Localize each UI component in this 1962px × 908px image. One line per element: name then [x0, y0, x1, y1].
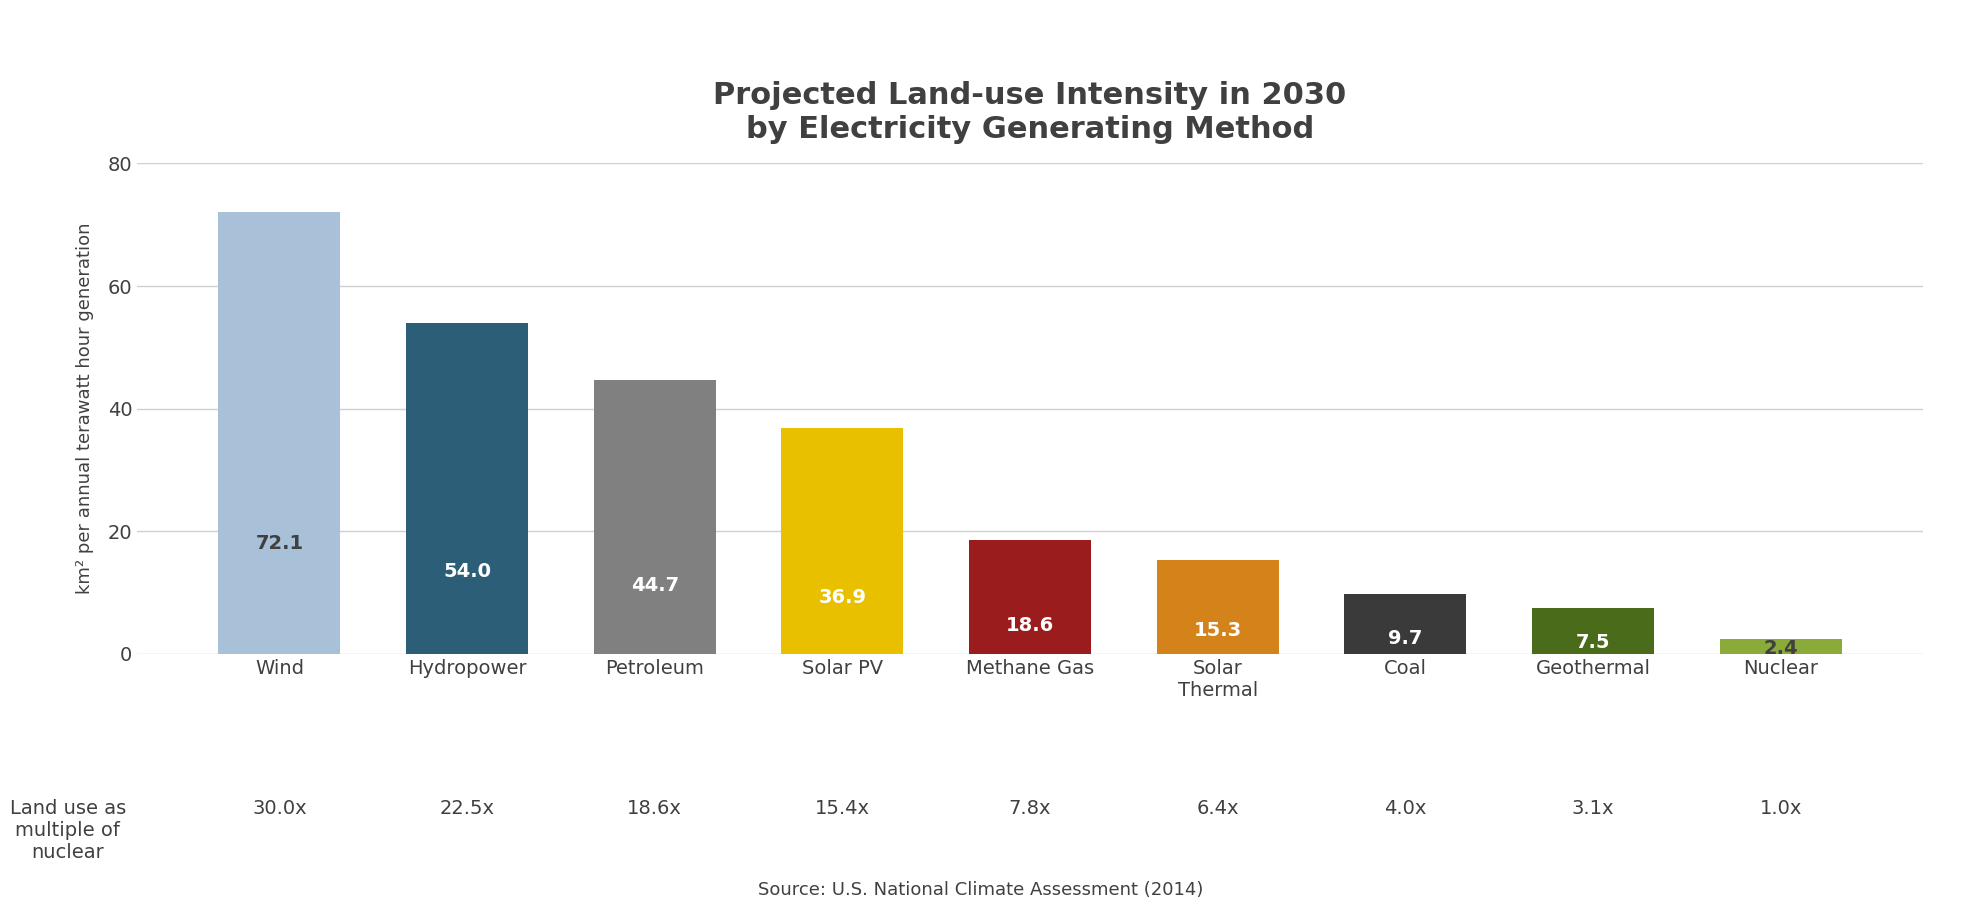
Text: 4.0x: 4.0x: [1383, 799, 1426, 818]
Text: 15.4x: 15.4x: [814, 799, 869, 818]
Bar: [218, 212, 341, 654]
Y-axis label: km² per annual terawatt hour generation: km² per annual terawatt hour generation: [77, 222, 94, 595]
Text: 22.5x: 22.5x: [439, 799, 494, 818]
Text: 6.4x: 6.4x: [1197, 799, 1238, 818]
Bar: [781, 428, 903, 654]
Bar: [1158, 560, 1279, 654]
Text: 30.0x: 30.0x: [253, 799, 306, 818]
Text: 44.7: 44.7: [630, 576, 679, 595]
Text: 1.0x: 1.0x: [1760, 799, 1801, 818]
Text: 7.5: 7.5: [1575, 633, 1611, 652]
Text: 9.7: 9.7: [1389, 629, 1422, 648]
Text: 18.6: 18.6: [1007, 616, 1054, 635]
Text: 54.0: 54.0: [443, 561, 490, 580]
Bar: [1344, 595, 1466, 654]
Text: Land use as
multiple of
nuclear: Land use as multiple of nuclear: [10, 799, 126, 862]
Text: 7.8x: 7.8x: [1008, 799, 1052, 818]
Bar: [969, 539, 1091, 654]
Text: Projected Land-use Intensity in 2030
by Electricity Generating Method: Projected Land-use Intensity in 2030 by …: [714, 81, 1346, 143]
Bar: [1719, 639, 1842, 654]
Text: 15.3: 15.3: [1193, 621, 1242, 640]
Bar: [406, 322, 528, 654]
Text: 72.1: 72.1: [255, 534, 304, 553]
Text: Source: U.S. National Climate Assessment (2014): Source: U.S. National Climate Assessment…: [757, 881, 1205, 899]
Bar: [594, 380, 716, 654]
Text: 3.1x: 3.1x: [1572, 799, 1615, 818]
Text: 18.6x: 18.6x: [628, 799, 683, 818]
Text: 36.9: 36.9: [818, 587, 867, 607]
Text: 2.4: 2.4: [1764, 639, 1797, 658]
Bar: [1532, 607, 1654, 654]
